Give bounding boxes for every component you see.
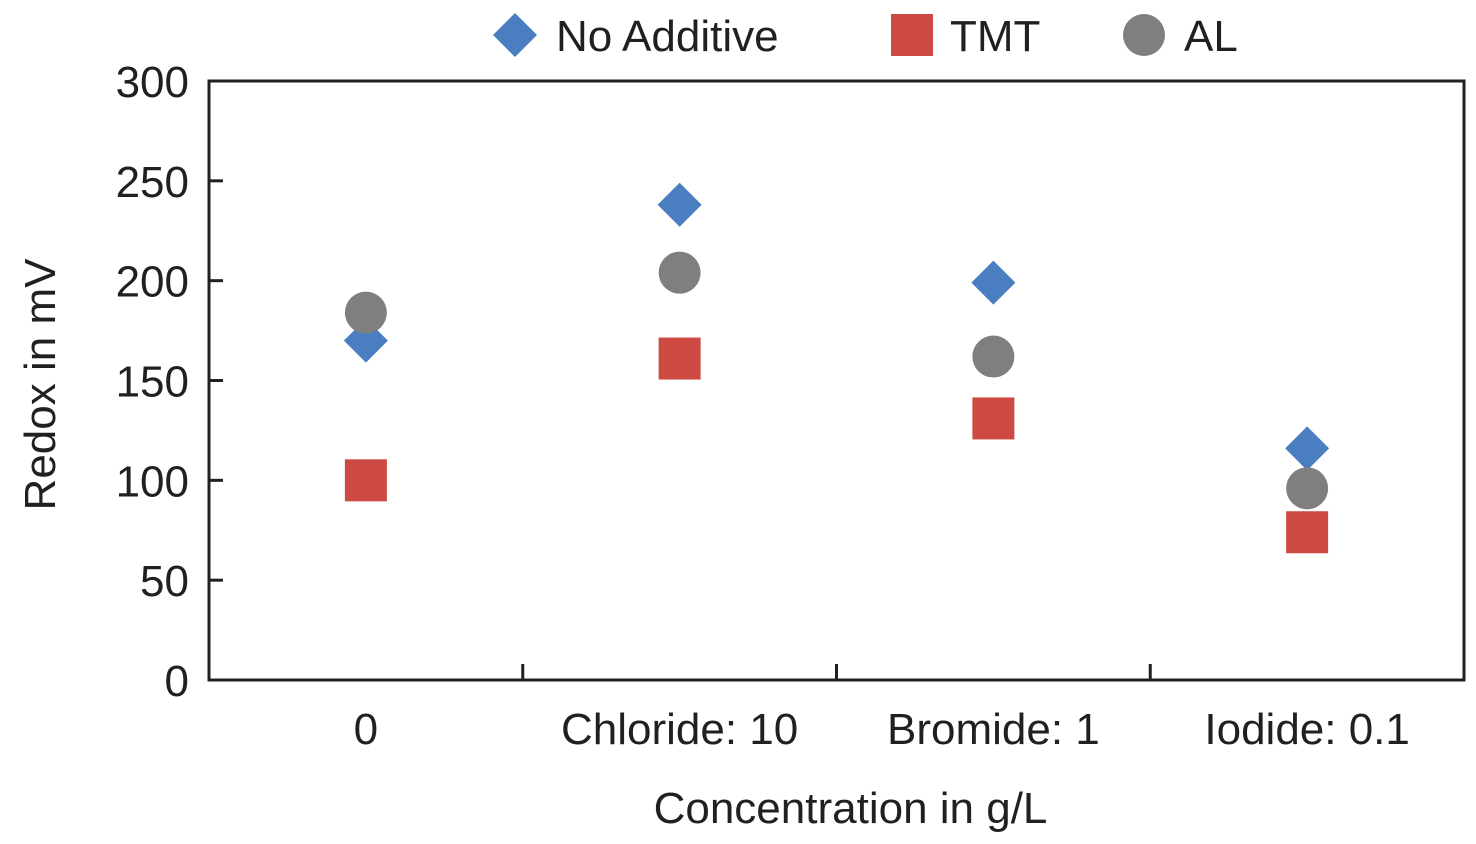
x-tick-label: Iodide: 0.1 — [1204, 705, 1410, 754]
y-tick-label: 150 — [116, 358, 189, 407]
legend-label: No Additive — [556, 12, 779, 61]
x-tick-label: 0 — [354, 705, 378, 754]
legend-marker-al — [1123, 14, 1165, 56]
x-axis-title: Concentration in g/L — [654, 784, 1048, 833]
y-tick-label: 250 — [116, 158, 189, 207]
legend-label: TMT — [950, 12, 1040, 61]
data-point-al — [1286, 467, 1329, 510]
legend-label: AL — [1184, 12, 1238, 61]
data-point-tmt — [1286, 511, 1329, 554]
data-point-al — [972, 335, 1015, 378]
y-tick-label: 0 — [165, 657, 189, 706]
data-point-no-additive — [1285, 426, 1330, 471]
data-point-no-additive — [971, 260, 1016, 305]
y-tick-label: 100 — [116, 457, 189, 506]
data-point-tmt — [972, 397, 1015, 440]
x-tick-label: Chloride: 10 — [561, 705, 798, 754]
legend: No Additive TMT AL — [493, 12, 1238, 61]
y-axis-title: Redox in mV — [16, 258, 65, 511]
data-point-al — [658, 251, 701, 294]
x-tick-label: Bromide: 1 — [887, 705, 1100, 754]
x-axis: 0 Chloride: 10 Bromide: 1 Iodide: 0.1 — [354, 664, 1410, 754]
y-tick-label: 50 — [140, 557, 189, 606]
data-point-no-additive — [657, 182, 702, 227]
y-tick-label: 300 — [116, 58, 189, 107]
legend-marker-tmt — [891, 14, 933, 56]
y-tick-label: 200 — [116, 258, 189, 307]
legend-marker-no-additive — [493, 13, 537, 57]
y-axis: 0 50 100 150 200 250 300 — [116, 58, 223, 706]
data-point-al — [344, 291, 387, 334]
data-point-tmt — [344, 459, 387, 502]
data-point-tmt — [658, 337, 701, 380]
plot-area-frame — [207, 79, 1466, 682]
data-markers — [343, 182, 1330, 554]
